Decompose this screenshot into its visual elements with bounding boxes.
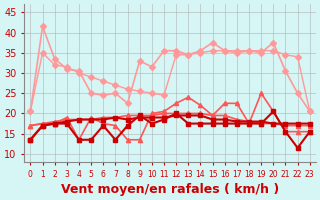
X-axis label: Vent moyen/en rafales ( km/h ): Vent moyen/en rafales ( km/h ) (61, 183, 279, 196)
